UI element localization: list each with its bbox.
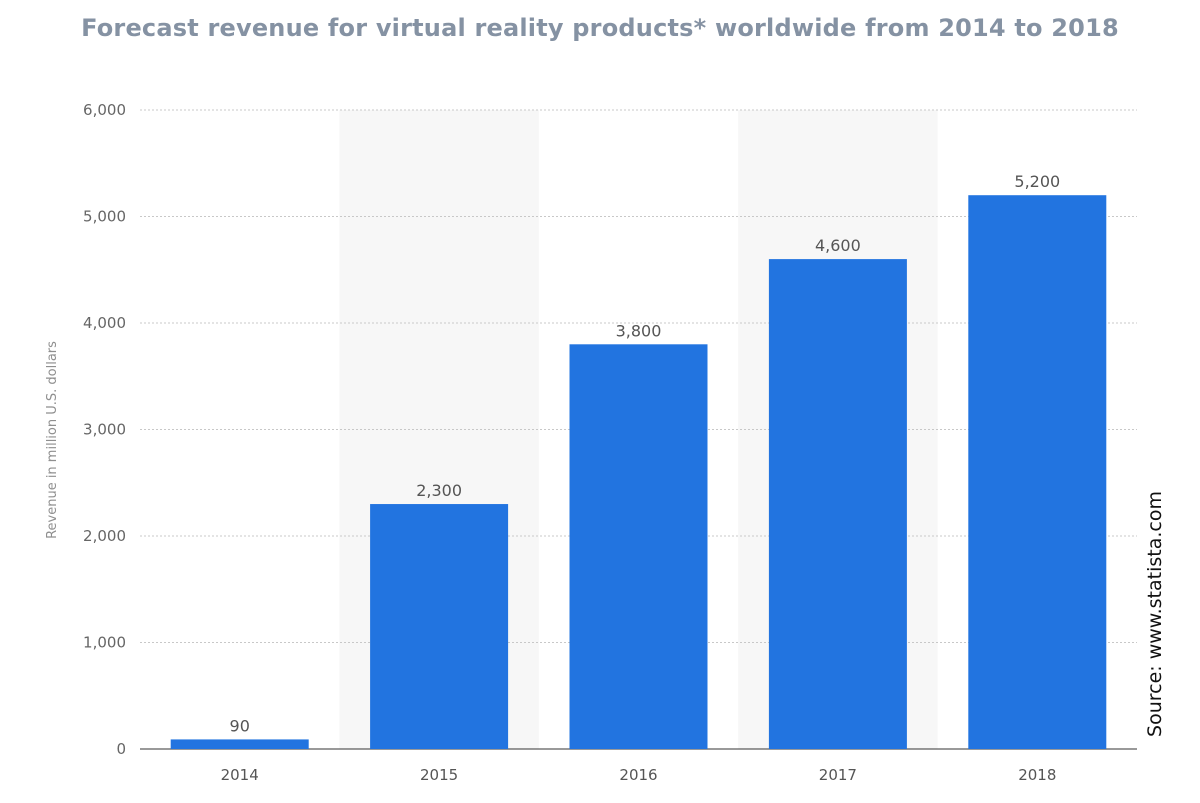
y-tick-label: 6,000: [83, 101, 126, 119]
y-tick-label: 3,000: [83, 421, 126, 439]
data-label: 4,600: [815, 236, 861, 255]
y-tick-label: 1,000: [83, 634, 126, 652]
y-tick-label: 0: [116, 740, 126, 758]
y-tick-label: 5,000: [83, 208, 126, 226]
y-tick-label: 2,000: [83, 527, 126, 545]
chart-title: Forecast revenue for virtual reality pro…: [81, 14, 1119, 42]
bar: [370, 504, 509, 749]
data-label: 5,200: [1014, 172, 1060, 191]
x-tick-label: 2016: [619, 766, 657, 784]
x-tick-label: 2015: [420, 766, 458, 784]
data-label: 2,300: [416, 481, 462, 500]
bar: [569, 344, 708, 749]
data-label: 3,800: [616, 321, 662, 340]
bar: [170, 739, 309, 749]
x-tick-label: 2018: [1018, 766, 1056, 784]
bar: [768, 259, 907, 749]
x-tick-label: 2014: [221, 766, 259, 784]
y-tick-label: 4,000: [83, 314, 126, 332]
bar: [968, 195, 1107, 749]
data-label: 90: [230, 716, 250, 735]
x-tick-label: 2017: [819, 766, 857, 784]
